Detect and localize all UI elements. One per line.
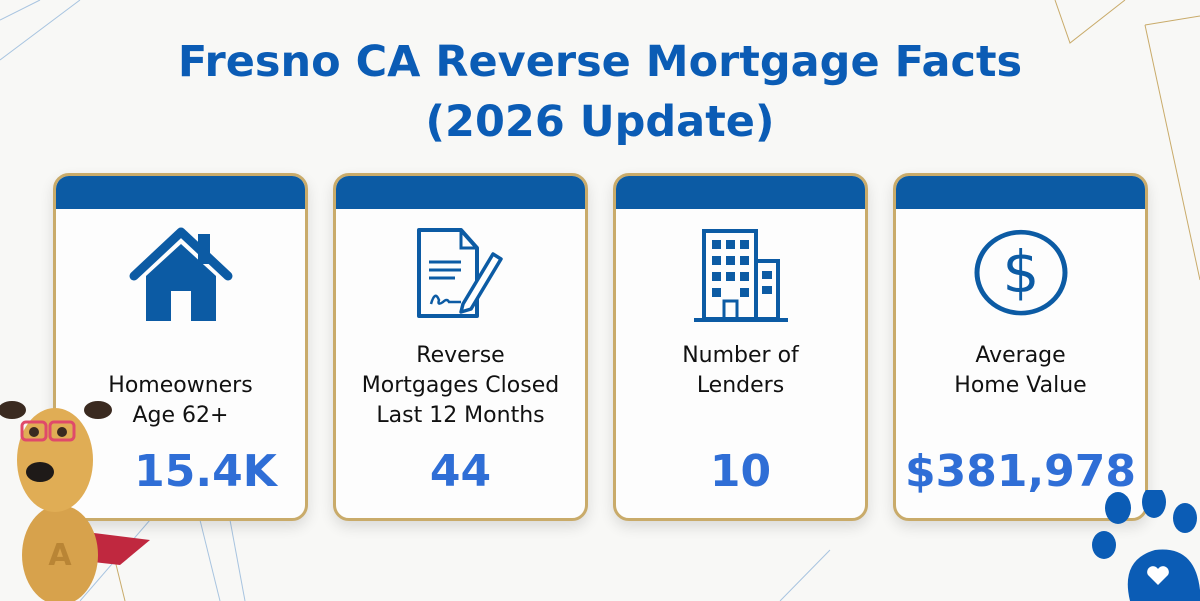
card-header-band xyxy=(336,176,585,209)
card-header-band xyxy=(56,176,305,209)
card-label-line: Age 62+ xyxy=(132,403,229,428)
dog-mascot-illustration: A xyxy=(0,401,150,601)
page-title-line-2: (2026 Update) xyxy=(425,97,775,147)
fact-card-reverse-mortgages-closed: Reverse Mortgages Closed Last 12 Months … xyxy=(333,173,588,521)
card-label-line: Home Value xyxy=(954,373,1087,398)
signed-document-icon xyxy=(416,228,503,318)
fact-card-number-of-lenders: Number of Lenders 10 xyxy=(613,173,868,521)
card-header-band xyxy=(896,176,1145,209)
card-value: 10 xyxy=(709,446,772,497)
page-title-line-1: Fresno CA Reverse Mortgage Facts xyxy=(177,37,1023,87)
card-label-line: Last 12 Months xyxy=(376,403,545,428)
dollar-circle-icon: $ xyxy=(974,229,1067,316)
paw-print-icon xyxy=(1092,490,1200,601)
card-label-line: Homeowners xyxy=(108,373,253,398)
fact-card-homeowners: Homeowners Age 62+ 15.4K xyxy=(53,173,308,521)
card-label-line: Number of xyxy=(682,343,799,368)
card-value: 44 xyxy=(429,446,492,497)
office-building-icon xyxy=(693,229,788,322)
card-label-line: Reverse xyxy=(416,343,505,368)
card-label-line: Average xyxy=(975,343,1066,368)
svg-text:$: $ xyxy=(1002,238,1039,306)
card-value: 15.4K xyxy=(134,446,277,497)
house-icon xyxy=(129,227,232,321)
card-header-band xyxy=(616,176,865,209)
svg-text:A: A xyxy=(48,538,72,573)
fact-card-average-home-value: $ Average Home Value $381,978 xyxy=(893,173,1148,521)
card-value: $381,978 xyxy=(904,446,1137,497)
card-label-line: Lenders xyxy=(696,373,785,398)
card-label-line: Mortgages Closed xyxy=(361,373,560,398)
